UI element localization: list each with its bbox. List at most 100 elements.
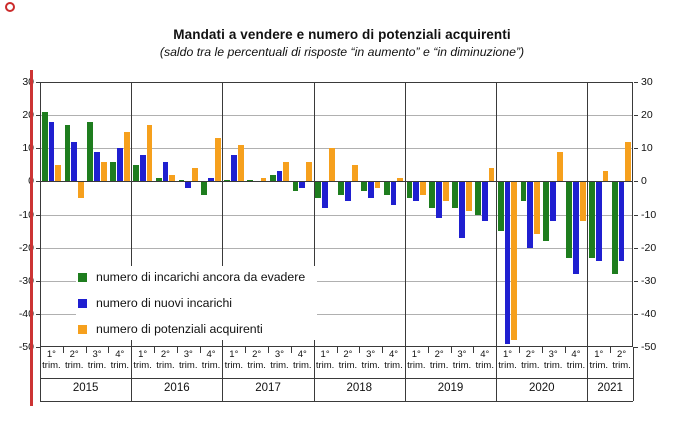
y-axis-tick [36, 148, 40, 150]
bar [595, 181, 602, 261]
x-quarter-label: 1° [594, 349, 604, 360]
y-axis-label-left: 30 [22, 76, 34, 88]
red-annotation-mark [5, 2, 15, 12]
bar [397, 178, 404, 182]
x-quarter-suffix: trim. [498, 360, 517, 371]
bar [383, 181, 390, 195]
x-quarter-label: 3° [274, 349, 284, 360]
x-quarter-suffix: trim. [384, 360, 403, 371]
bar [351, 164, 358, 182]
quarter-tick [199, 347, 201, 353]
x-quarter-label: 2° [434, 349, 444, 360]
y-axis-tick [634, 347, 638, 348]
chart-subtitle: (saldo tra le percentuali di risposte “i… [159, 45, 525, 59]
x-quarter-label: 4° [480, 349, 490, 360]
bar [520, 181, 527, 202]
bar [214, 138, 221, 182]
x-quarter-label: 1° [229, 349, 239, 360]
bar [566, 181, 573, 258]
bar [178, 179, 185, 182]
axis-strip-line [40, 378, 633, 379]
gridline [40, 214, 633, 216]
year-separator [131, 82, 133, 401]
bar [116, 148, 123, 182]
bar [100, 161, 107, 182]
bar [292, 181, 299, 192]
x-quarter-label: 2° [69, 349, 79, 360]
bar [497, 181, 504, 232]
bar [322, 181, 328, 208]
red-margin-line [30, 70, 33, 406]
x-quarter-label: 1° [502, 349, 513, 360]
bar [230, 154, 237, 182]
axis-strip-line [40, 401, 633, 402]
x-quarter-label: 4° [571, 349, 581, 360]
bar [589, 181, 595, 258]
x-quarter-label: 3° [457, 349, 467, 360]
y-axis-label-right: -20 [641, 241, 657, 254]
y-axis-tick [36, 82, 40, 83]
quarter-tick [518, 347, 520, 353]
bar [475, 181, 481, 215]
x-quarter-suffix: trim. [521, 360, 540, 371]
quarter-tick [610, 347, 612, 353]
bar [511, 181, 518, 341]
x-quarter-suffix: trim. [87, 360, 107, 371]
bar [299, 181, 306, 188]
bar [429, 181, 436, 208]
bar [390, 181, 397, 205]
year-separator [222, 82, 224, 401]
bar [94, 151, 100, 182]
bar [504, 181, 511, 344]
chart-header: Mandati a vendere e numero di potenziali… [0, 27, 684, 59]
axis-strip-edge [633, 347, 634, 401]
bar [550, 181, 557, 222]
bar [488, 168, 495, 182]
quarter-tick [382, 347, 384, 353]
bar [345, 181, 351, 202]
x-quarter-label: 1° [411, 349, 421, 360]
x-year-label: 2016 [164, 382, 190, 394]
bar [527, 181, 534, 248]
y-axis-tick [36, 313, 40, 315]
legend-swatch [78, 272, 87, 282]
x-quarter-suffix: trim. [110, 360, 130, 371]
bar [367, 181, 374, 198]
quarter-tick [427, 347, 429, 353]
x-quarter-label: 3° [548, 349, 558, 360]
x-quarter-suffix: trim. [315, 360, 335, 371]
bar [315, 181, 322, 198]
x-quarter-suffix: trim. [407, 360, 426, 371]
quarter-tick [564, 347, 566, 353]
x-quarter-suffix: trim. [224, 360, 244, 371]
x-quarter-label: 1° [138, 349, 148, 360]
x-quarter-suffix: trim. [429, 360, 449, 371]
bar [465, 181, 472, 212]
bar [534, 181, 541, 235]
x-quarter-label: 1° [320, 349, 330, 360]
y-axis-tick [634, 181, 638, 183]
x-quarter-suffix: trim. [270, 360, 289, 371]
bar [139, 154, 146, 182]
x-quarter-label: 2° [343, 349, 353, 360]
bar [71, 141, 78, 182]
bar [123, 131, 130, 182]
x-quarter-label: 4° [297, 349, 307, 360]
bar [246, 179, 253, 182]
quarter-tick [541, 347, 543, 353]
gridline [40, 313, 633, 315]
bar [132, 164, 139, 182]
year-separator [496, 82, 498, 401]
bar [87, 121, 94, 182]
bar [459, 181, 465, 238]
x-quarter-label: 4° [206, 349, 216, 360]
x-quarter-label: 3° [92, 349, 102, 360]
y-axis-label-right: -30 [641, 274, 657, 287]
bar [224, 179, 230, 182]
bar [361, 181, 367, 192]
quarter-tick [336, 347, 338, 353]
legend-swatch [78, 298, 87, 308]
legend-item: numero di incarichi ancora da evadere [78, 270, 305, 284]
zero-line [40, 181, 633, 183]
